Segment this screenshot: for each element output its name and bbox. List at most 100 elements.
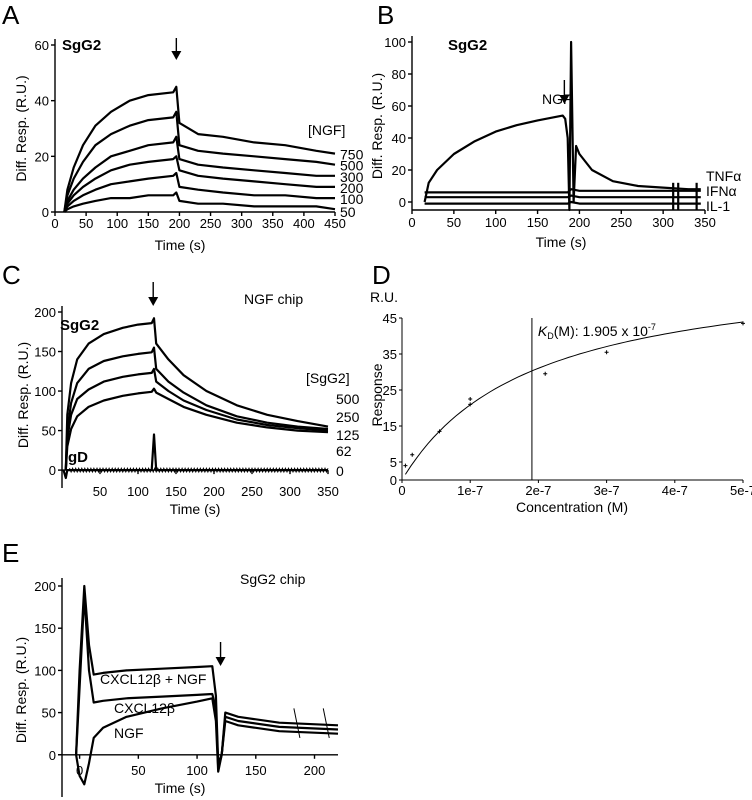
panel-d-point-4 bbox=[468, 397, 473, 401]
panel-c-series-label-4: 0 bbox=[336, 463, 344, 479]
panel-a-xtick-label-9: 450 bbox=[324, 216, 346, 231]
panel-a-series-label-4: 100 bbox=[340, 191, 364, 207]
panel-b-arrow-head bbox=[559, 95, 570, 104]
panel-a-series-0 bbox=[63, 85, 336, 213]
panel-c-gd-label: gD bbox=[68, 449, 88, 466]
panel-d-point-3 bbox=[468, 402, 473, 407]
panel-b-ytick-label-1: 20 bbox=[392, 163, 406, 178]
panel-d-point-7 bbox=[741, 321, 745, 326]
panel-c-gd-noise bbox=[69, 466, 329, 474]
panel-a-series-label-0: 750 bbox=[340, 147, 364, 163]
panel-a-series-1 bbox=[63, 110, 336, 213]
panel-c-series-label-3: 62 bbox=[336, 443, 352, 459]
panel-b-xtick-label-1: 50 bbox=[447, 215, 461, 230]
panel-c-ytick-label-2: 100 bbox=[34, 384, 56, 399]
panel-d-xtick-label-1: 1e-7 bbox=[457, 483, 483, 498]
panel-d: DR.U.01e-72e-73e-74e-75e-70515253545KD(M… bbox=[369, 260, 752, 515]
panel-c-xtick-label-1: 100 bbox=[127, 484, 149, 499]
panel-c-xtick-label-2: 150 bbox=[165, 484, 187, 499]
panel-a-ytick-label-0: 0 bbox=[42, 205, 49, 220]
panel-e-arrow-head bbox=[215, 657, 226, 666]
panel-b-ylabel: Diff. Resp. (R.U.) bbox=[369, 73, 385, 179]
panel-d-point-2 bbox=[437, 429, 442, 434]
panel-b-series-0 bbox=[423, 40, 701, 212]
panel-a-xtick-label-1: 50 bbox=[79, 216, 93, 231]
panel-c-ytick-label-4: 200 bbox=[34, 305, 56, 320]
panel-d-xtick-label-2: 2e-7 bbox=[525, 483, 551, 498]
panel-a-legend-title: [NGF] bbox=[308, 122, 345, 138]
panel-d-ytick-label-3: 25 bbox=[383, 383, 397, 398]
panel-e-series-label-0: CXCL12β + NGF bbox=[100, 671, 206, 687]
panel-c-legend-title: [SgG2] bbox=[306, 370, 350, 386]
panel-e-series-0 bbox=[75, 584, 339, 765]
panel-c-xlabel: Time (s) bbox=[170, 501, 221, 517]
panel-e-break-1 bbox=[322, 708, 330, 739]
panel-d-point-1 bbox=[410, 452, 415, 457]
panel-c-chip-label: NGF chip bbox=[244, 291, 303, 307]
panel-e-ytick-label-3: 150 bbox=[34, 621, 56, 636]
panel-e-label: E bbox=[2, 538, 19, 568]
panel-c-xtick-label-3: 200 bbox=[203, 484, 225, 499]
panel-e-series-2 bbox=[75, 697, 339, 786]
panel-b-label: B bbox=[377, 0, 394, 30]
panel-e-series-1 bbox=[75, 593, 339, 769]
panel-a-series-3 bbox=[63, 155, 335, 213]
panel-a-xtick-label-8: 400 bbox=[293, 216, 315, 231]
panel-d-xlabel: Concentration (M) bbox=[516, 499, 628, 515]
panel-b-ytick-label-4: 80 bbox=[392, 67, 406, 82]
panel-c-arrow-head bbox=[148, 297, 159, 306]
panel-b-series-2 bbox=[424, 194, 701, 199]
panel-d-point-6 bbox=[604, 350, 609, 355]
panel-b-series-label-2: IFNα bbox=[706, 183, 737, 199]
panel-d-point-0 bbox=[403, 463, 408, 468]
panel-b-ytick-label-2: 40 bbox=[392, 131, 406, 146]
panel-a-series-2 bbox=[63, 135, 335, 213]
panel-d-xtick-label-4: 4e-7 bbox=[662, 483, 688, 498]
panel-d-ylabel: Response bbox=[369, 363, 385, 426]
panel-d-ytick-label-0: 0 bbox=[390, 473, 397, 488]
panel-e-xtick-label-1: 50 bbox=[131, 763, 145, 778]
panel-b: B 0 50 100 150 200 250 300 350 0 20 40 60 80 100 SgG2 NG… bbox=[369, 0, 741, 250]
panel-c-series-0 bbox=[64, 317, 329, 471]
panel-c-xtick-label-5: 300 bbox=[279, 484, 301, 499]
panel-c-inset-label: SgG2 bbox=[60, 317, 99, 334]
panel-d-ytick-label-5: 45 bbox=[383, 311, 397, 326]
panel-b-ytick-label-0: 0 bbox=[399, 195, 406, 210]
panel-b-xtick-label-6: 300 bbox=[652, 215, 674, 230]
panel-b-xtick-label-2: 100 bbox=[485, 215, 507, 230]
panel-a-ytick-label-3: 60 bbox=[35, 38, 49, 53]
panel-a-series-label-2: 300 bbox=[340, 169, 364, 185]
panel-a-series-label-5: 50 bbox=[340, 204, 356, 220]
panel-c-series-label-0: 500 bbox=[336, 391, 360, 407]
panel-a-ylabel: Diff. Resp. (R.U.) bbox=[13, 75, 29, 181]
panel-d-ytick-label-1: 5 bbox=[390, 455, 397, 470]
panel-d-ytick-label-2: 15 bbox=[383, 419, 397, 434]
panel-a-xtick-label-5: 250 bbox=[200, 216, 222, 231]
panel-e-ytick-label-0: 0 bbox=[49, 748, 56, 763]
panel-a-ytick-label-2: 40 bbox=[35, 94, 49, 109]
panel-a-series-label-1: 500 bbox=[340, 158, 364, 174]
panel-a-series-4 bbox=[63, 171, 335, 213]
panel-a-xtick-label-3: 150 bbox=[137, 216, 159, 231]
panel-b-xtick-label-4: 200 bbox=[569, 215, 591, 230]
panel-e-xtick-label-2: 100 bbox=[186, 763, 208, 778]
panel-d-xtick-label-3: 3e-7 bbox=[594, 483, 620, 498]
panel-d-xtick-label-5: 5e-7 bbox=[730, 483, 752, 498]
panel-e-series-label-1: CXCL12β bbox=[114, 700, 175, 716]
panel-e-ytick-label-4: 200 bbox=[34, 579, 56, 594]
panel-a-xtick-label-0: 0 bbox=[51, 216, 58, 231]
panel-c: C 50 100 150 200 250 300 350 0 50 100 150 200 SgG2 NGF… bbox=[2, 260, 360, 517]
panel-a-inset-label: SgG2 bbox=[62, 37, 101, 54]
panel-c-xtick-label-6: 350 bbox=[317, 484, 339, 499]
panel-d-kd-annotation: KD(M): 1.905 x 10-7 bbox=[538, 322, 656, 341]
panel-a-xlabel: Time (s) bbox=[155, 237, 206, 253]
panel-a-label: A bbox=[2, 0, 20, 30]
panel-b-xtick-label-7: 350 bbox=[694, 215, 716, 230]
panel-a-xtick-label-2: 100 bbox=[106, 216, 128, 231]
panel-e-xtick-label-4: 200 bbox=[304, 763, 326, 778]
panel-c-ylabel: Diff. Resp. (R.U.) bbox=[15, 342, 31, 448]
panel-a-xtick-label-7: 350 bbox=[262, 216, 284, 231]
panel-c-series-1 bbox=[64, 346, 329, 471]
